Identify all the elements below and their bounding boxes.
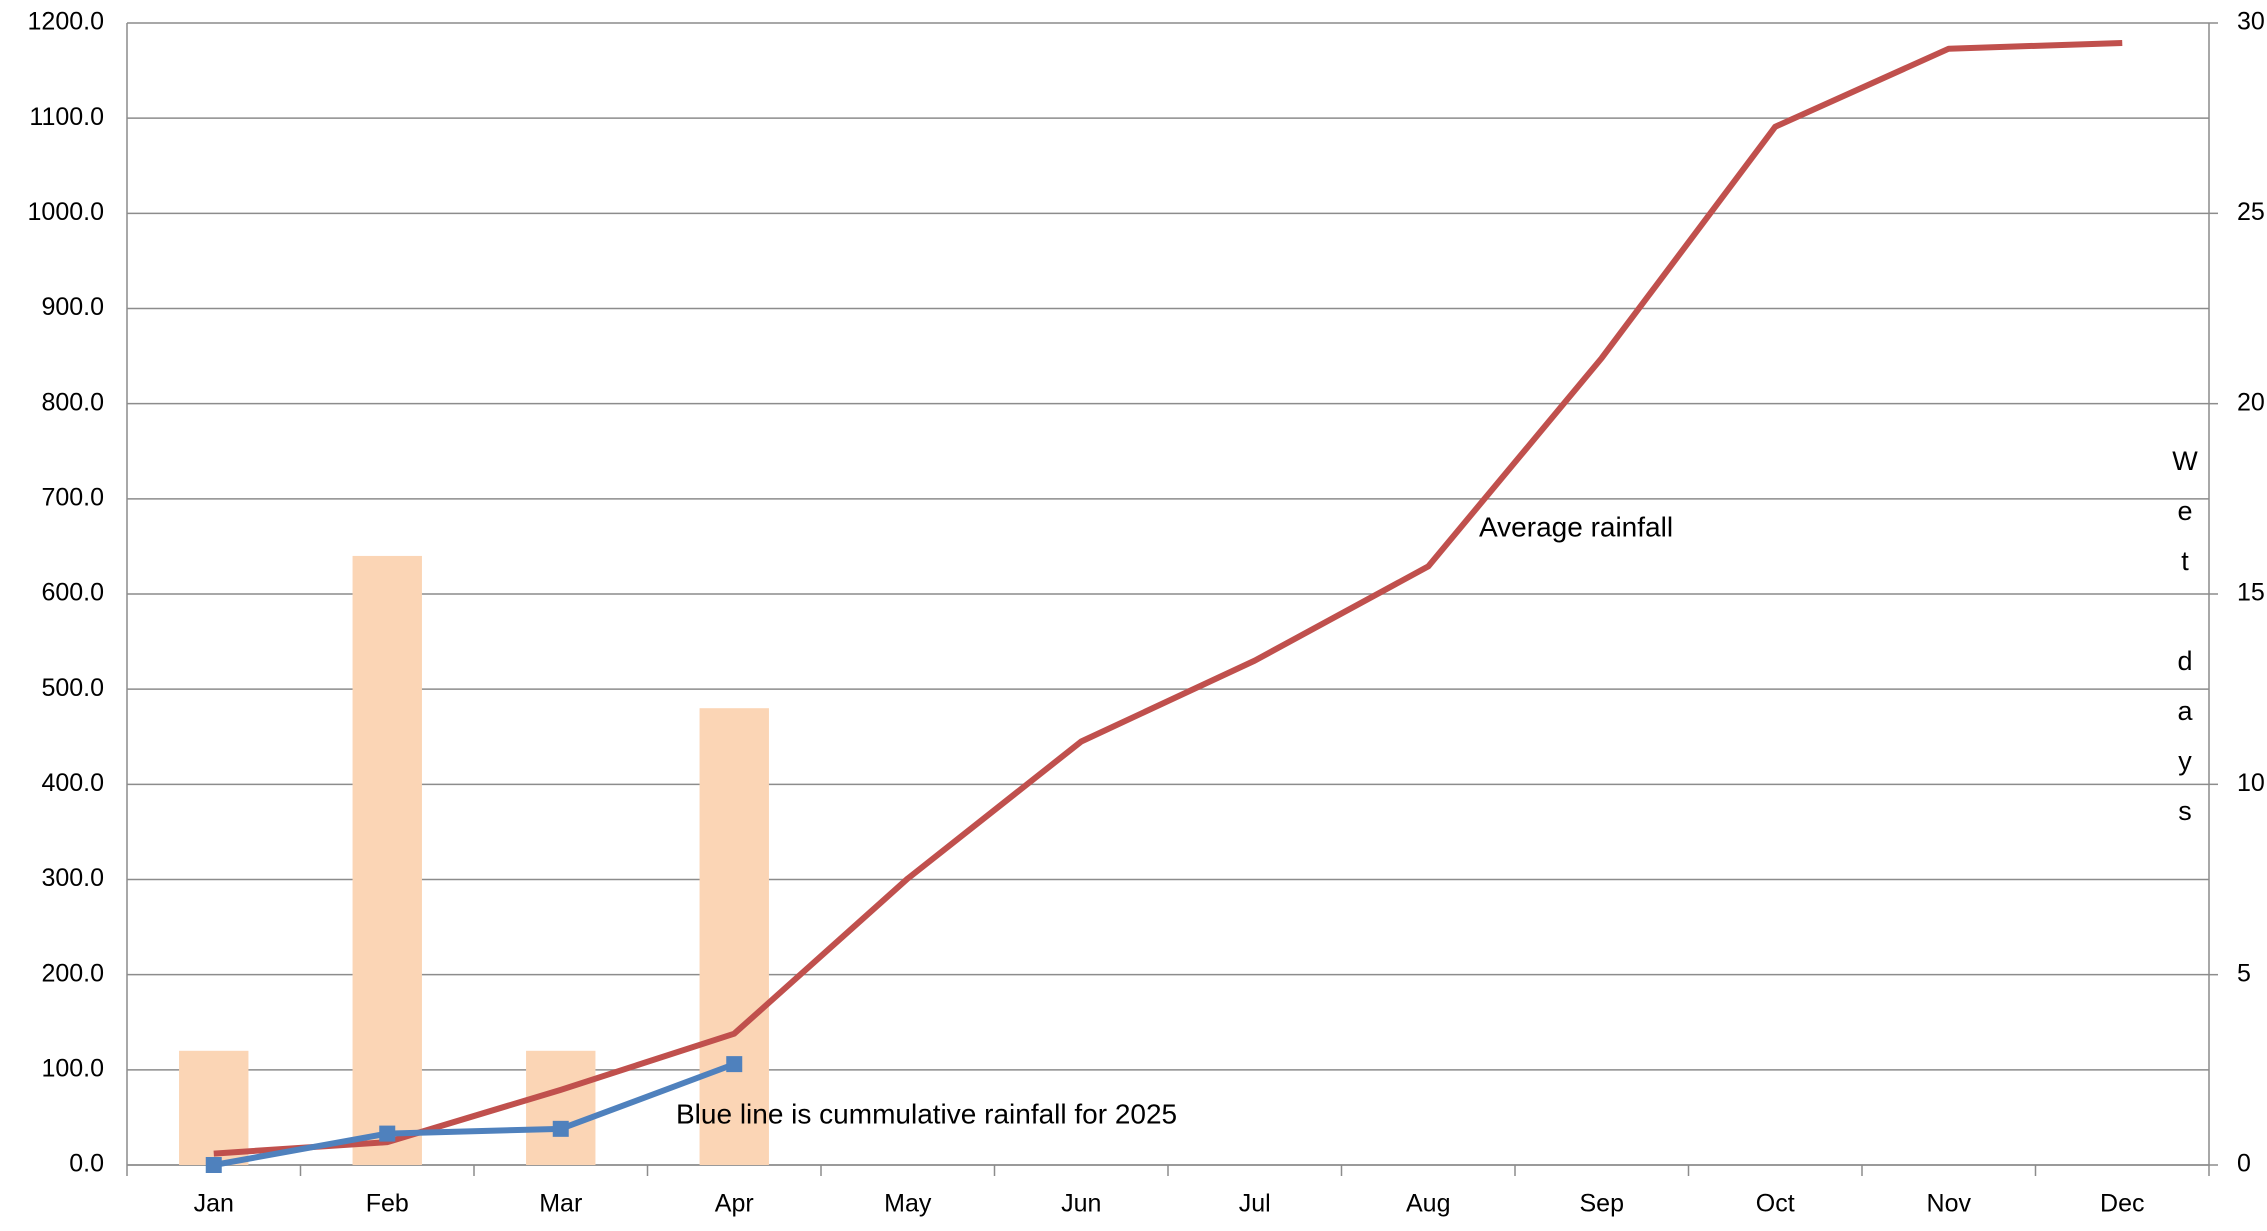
y-tick-label: 0.0 (69, 1150, 104, 1178)
x-tick-label: Jan (194, 1190, 234, 1218)
y-tick-label: 700.0 (41, 483, 104, 511)
x-tick-label: Nov (1927, 1190, 1972, 1218)
y-tick-label: 200.0 (41, 959, 104, 987)
y2-tick-label: 10 (2237, 769, 2265, 797)
y2-tick-label: 15 (2237, 579, 2265, 607)
y2-tick-label: 30 (2237, 8, 2265, 36)
y-tick-label: 1100.0 (29, 103, 104, 131)
x-tick-label: Jun (1061, 1190, 1101, 1218)
y-tick-label: 100.0 (41, 1054, 104, 1082)
line (213, 1061, 736, 1168)
marker (379, 1125, 396, 1142)
bar (526, 1050, 596, 1165)
x-tick-label: May (884, 1190, 932, 1218)
marker (552, 1120, 569, 1137)
bar (699, 708, 769, 1165)
bar (179, 1050, 249, 1165)
y2-tick-label: 0 (2237, 1150, 2251, 1178)
bar (352, 555, 422, 1165)
y-tick-label: 400.0 (41, 769, 104, 797)
y-tick-label: 800.0 (41, 388, 104, 416)
y-tick-label: 300.0 (41, 864, 104, 892)
y-tick-label: 600.0 (41, 579, 104, 607)
x-tick-label: Aug (1406, 1190, 1450, 1218)
y-tick-label: 1200.0 (28, 8, 104, 36)
line (213, 39, 2123, 1157)
y2-tick-label: 25 (2237, 198, 2265, 226)
x-tick-label: Oct (1756, 1190, 1795, 1218)
y-tick-label: 500.0 (41, 674, 104, 702)
x-tick-label: Feb (366, 1190, 409, 1218)
y-tick-label: 1000.0 (28, 198, 104, 226)
y2-tick-label: 5 (2237, 959, 2251, 987)
x-tick-label: Mar (539, 1190, 582, 1218)
x-tick-label: Dec (2100, 1190, 2144, 1218)
annotation: Average rainfall (1479, 511, 1673, 542)
y-tick-label: 900.0 (41, 293, 104, 321)
marker (726, 1056, 743, 1073)
y2-axis-label: Wet days (2170, 446, 2200, 846)
x-tick-label: Sep (1580, 1190, 1624, 1218)
marker (205, 1157, 222, 1173)
x-tick-label: Apr (715, 1190, 754, 1218)
y2-tick-label: 20 (2237, 388, 2265, 416)
annotation: Blue line is cummulative rainfall for 20… (676, 1098, 1177, 1129)
x-tick-label: Jul (1239, 1190, 1271, 1218)
